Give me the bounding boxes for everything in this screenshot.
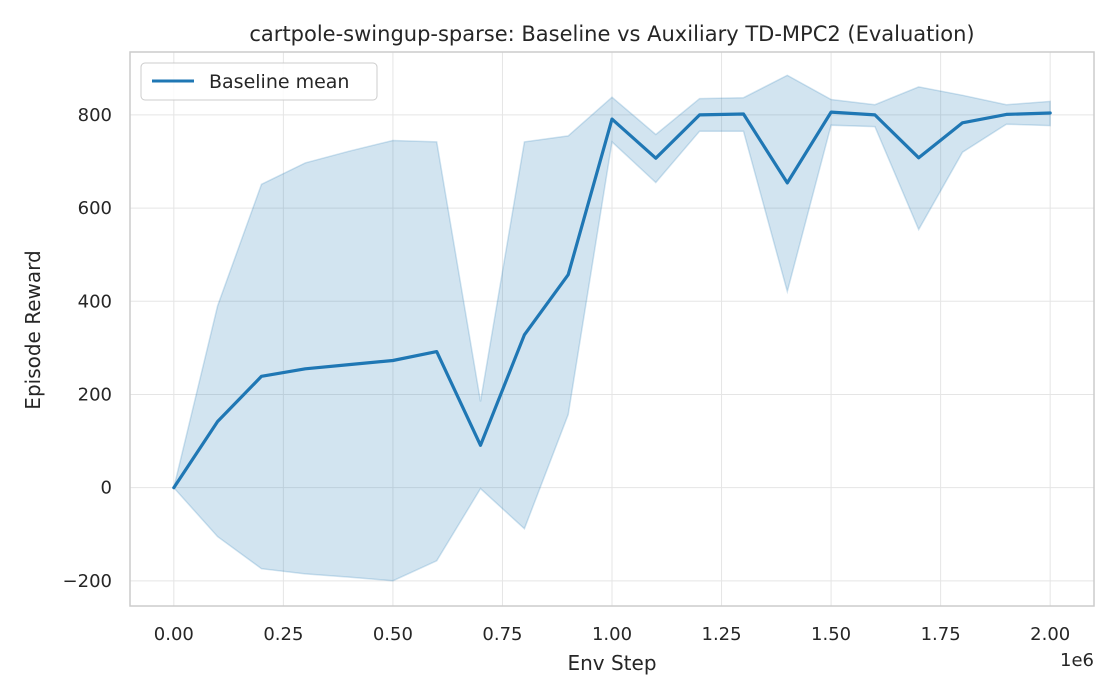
x-axis-label: Env Step (567, 651, 656, 675)
x-tick-label: 1.75 (921, 624, 961, 645)
plot-frame (129, 51, 1095, 607)
y-tick-label: 400 (78, 291, 112, 312)
grid (130, 52, 1094, 606)
x-tick-label: 1.00 (592, 624, 632, 645)
chart-title: cartpole-swingup-sparse: Baseline vs Aux… (249, 22, 974, 46)
x-tick-label: 0.75 (482, 624, 522, 645)
x-tick-label: 2.00 (1030, 624, 1070, 645)
y-tick-label: 200 (78, 384, 112, 405)
line-layer (172, 110, 1052, 490)
y-tick-label: 800 (78, 105, 112, 126)
y-axis-label: Episode Reward (21, 250, 45, 409)
legend-box (140, 62, 378, 101)
y-tick-label: −200 (63, 571, 112, 592)
x-ticks: 0.00 0.25 0.50 0.75 1.00 1.25 1.50 1.75 2.00 (154, 624, 1070, 645)
y-tick-label: 0 (101, 478, 112, 499)
legend: Baseline mean (140, 62, 378, 101)
x-offset-label: 1e6 (1060, 650, 1094, 671)
x-tick-label: 0.00 (154, 624, 194, 645)
x-tick-label: 0.50 (373, 624, 413, 645)
legend-label: Baseline mean (209, 71, 349, 93)
y-ticks: −200 0 200 400 600 800 (63, 105, 112, 592)
x-tick-label: 1.50 (811, 624, 851, 645)
y-tick-label: 600 (78, 198, 112, 219)
x-tick-label: 1.25 (702, 624, 742, 645)
x-tick-label: 0.25 (263, 624, 303, 645)
